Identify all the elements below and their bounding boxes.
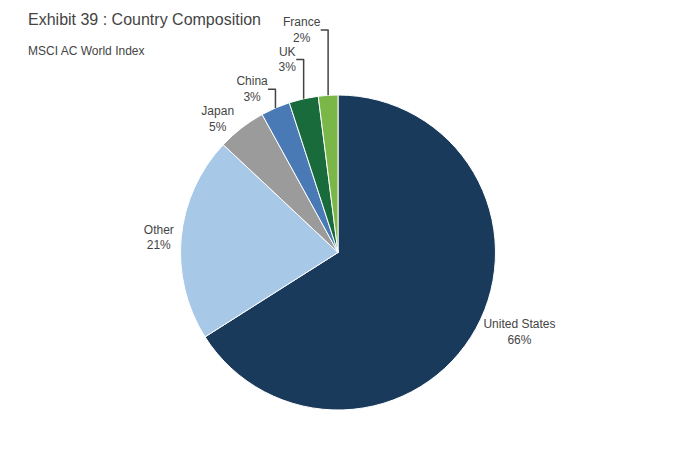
svg-text:Japan5%: Japan5%: [201, 104, 234, 134]
svg-text:Other21%: Other21%: [144, 223, 174, 253]
svg-text:United States66%: United States66%: [483, 317, 555, 347]
svg-text:UK3%: UK3%: [279, 45, 297, 75]
svg-text:MSCI AC World Index: MSCI AC World Index: [28, 44, 144, 58]
svg-text:Exhibit 39 : Country Compositi: Exhibit 39 : Country Composition: [28, 11, 261, 28]
svg-text:France2%: France2%: [283, 15, 321, 45]
svg-text:China3%: China3%: [236, 74, 268, 104]
